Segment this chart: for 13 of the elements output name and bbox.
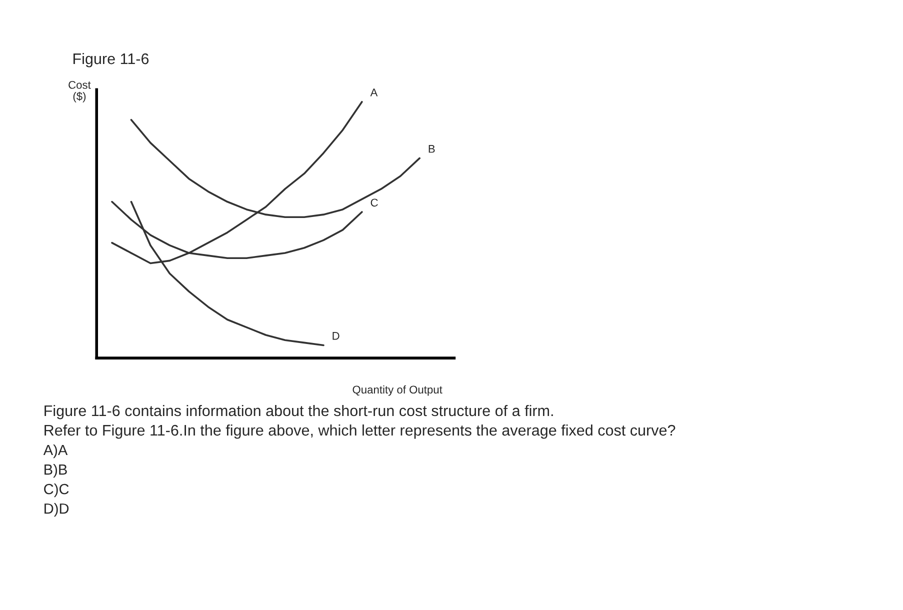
text: Refer to Figure 11-6.In the figure above, which letter represents the average fixed cost curve?: [44, 424, 676, 439]
y-axis-title: Cost ($): [68, 80, 91, 102]
chart-title: Figure 11-6: [73, 52, 149, 68]
series-label: B: [428, 145, 435, 153]
text: B)B: [44, 464, 67, 478]
caption: Figure 11-6 contains information about the short-run cost structure of a firm.: [44, 404, 553, 420]
series-label: D: [332, 332, 340, 340]
text: D)D: [44, 503, 69, 517]
text: C)C: [44, 484, 69, 498]
series-label: C: [370, 198, 378, 207]
x-axis-title: Quantity of Output: [352, 385, 442, 396]
text: A)A: [43, 444, 68, 458]
series-label: A: [370, 88, 378, 96]
